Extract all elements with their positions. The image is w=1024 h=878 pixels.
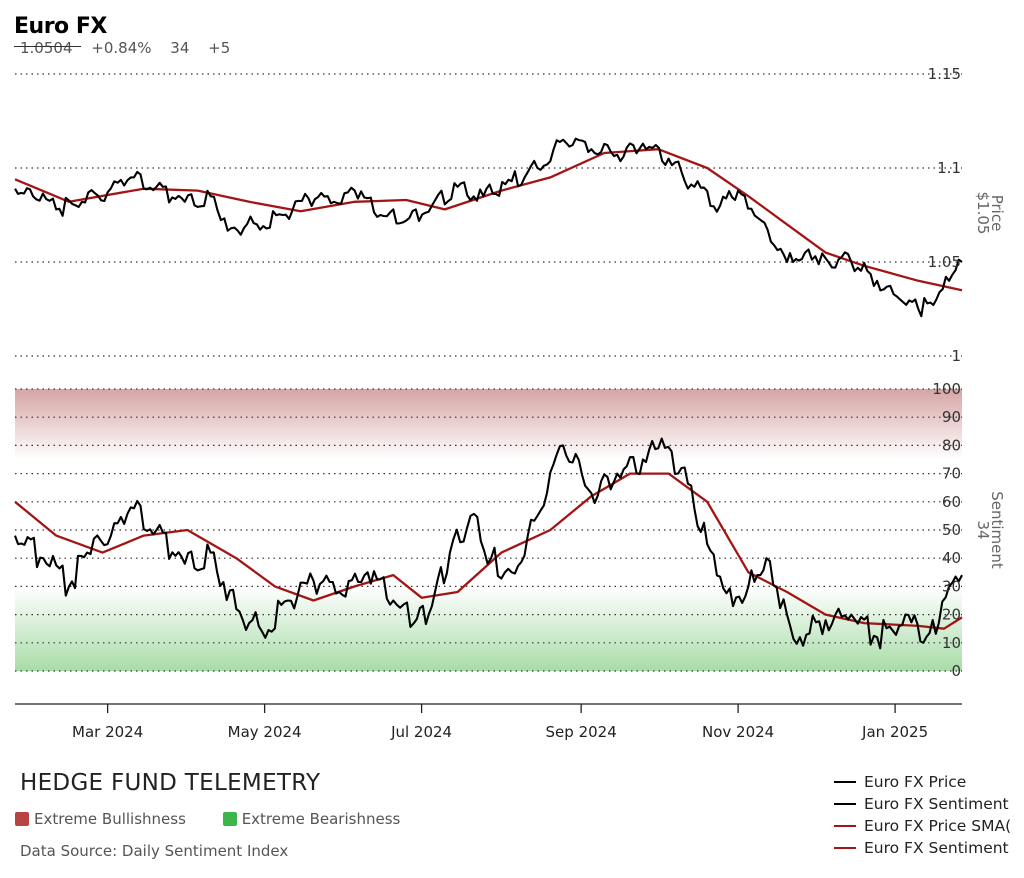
sentiment-change: +5	[208, 39, 231, 57]
legend-label: Euro FX Sentiment	[864, 795, 1009, 813]
x-tick-label: Mar 2024	[72, 723, 143, 741]
price-axis-title: Price	[988, 195, 1006, 232]
key-extreme-bearishness: Extreme Bearishness	[222, 810, 401, 828]
legend-item[interactable]: Euro FX Sentiment	[834, 837, 1024, 859]
x-tick-label: May 2024	[228, 723, 302, 741]
brand-name: HEDGE FUND TELEMETRY	[20, 770, 321, 796]
price-series-euro-fx-price-sma-	[14, 148, 963, 292]
sentiment-tick-label: 50	[942, 521, 961, 539]
bear-zone	[15, 586, 962, 671]
sentiment-tick-label: 10	[942, 634, 961, 652]
price-tick-label: 1	[951, 347, 961, 365]
chart-title: Euro FX	[14, 14, 107, 39]
legend-line	[834, 847, 856, 849]
price-tick-label: 1.1	[937, 159, 961, 177]
change-percent: +0.84%	[91, 39, 152, 57]
sentiment-tick-label: 40	[942, 549, 961, 567]
chart-svg: 1 1.05 1.1 1.15 0 10 20 30 40 50 60 70 80 90 100 Price$…	[14, 65, 1006, 741]
key-bear-label: Extreme Bearishness	[241, 810, 401, 828]
data-source: Data Source: Daily Sentiment Index	[20, 842, 289, 860]
legend-label: Euro FX Price	[864, 773, 967, 791]
x-tick-label: Jan 2025	[861, 723, 928, 741]
sentiment-value: 34	[170, 39, 190, 57]
price-series-euro-fx-price	[14, 137, 963, 318]
sentiment-tick-label: 20	[942, 606, 961, 624]
legend-item[interactable]: Euro FX Price SMA(	[834, 815, 1024, 837]
price-axis-value: $1.05	[974, 192, 992, 235]
header-stats: 1.0504 +0.84% 34 +5	[20, 39, 244, 57]
zone-key: Extreme Bullishness Extreme Bearishness	[15, 810, 432, 830]
sentiment-tick-label: 100	[932, 380, 961, 398]
legend-label: Euro FX Price SMA(	[864, 817, 1012, 835]
sentiment-tick-label: 0	[951, 662, 961, 680]
price-tick-label: 1.15	[928, 65, 961, 83]
sentiment-tick-label: 60	[942, 493, 961, 511]
bear-swatch	[222, 812, 237, 826]
legend-label: Euro FX Sentiment	[864, 839, 1009, 857]
sentiment-series-euro-fx-sentiment	[14, 437, 963, 650]
last-price: 1.0504	[20, 39, 73, 57]
x-tick-label: Jul 2024	[390, 723, 452, 741]
sentiment-tick-label: 70	[942, 465, 961, 483]
bull-zone	[15, 389, 962, 460]
key-bull-label: Extreme Bullishness	[34, 810, 186, 828]
legend-line	[834, 803, 856, 805]
sentiment-tick-label: 80	[942, 436, 961, 454]
x-tick-label: Nov 2024	[702, 723, 774, 741]
legend-line	[834, 825, 856, 827]
chart-legend: Euro FX Price Euro FX Sentiment Euro FX …	[834, 771, 1024, 859]
legend-item[interactable]: Euro FX Sentiment	[834, 793, 1024, 815]
x-tick-label: Sep 2024	[546, 723, 617, 741]
legend-line	[834, 781, 856, 783]
price-tick-label: 1.05	[928, 253, 961, 271]
sentiment-series-euro-fx-sentiment	[14, 472, 963, 630]
key-extreme-bullishness: Extreme Bullishness	[15, 810, 186, 828]
sentiment-tick-label: 30	[942, 577, 961, 595]
sentiment-axis-title: Sentiment	[988, 491, 1006, 569]
legend-item[interactable]: Euro FX Price	[834, 771, 1024, 793]
bull-swatch	[15, 812, 29, 826]
sentiment-axis-value: 34	[974, 520, 992, 539]
sentiment-tick-label: 90	[942, 408, 961, 426]
